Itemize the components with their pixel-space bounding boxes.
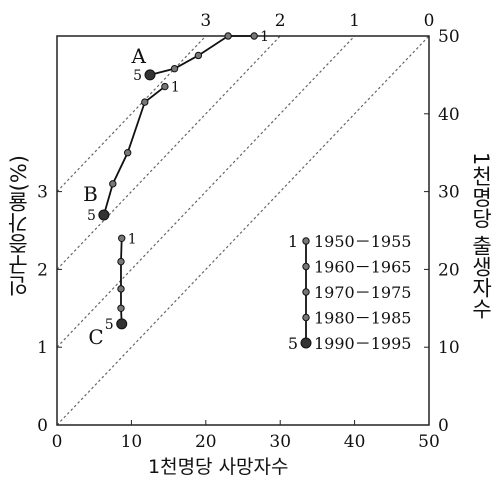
- data-point: [141, 98, 149, 106]
- legend-marker: [300, 337, 312, 349]
- data-point: [144, 69, 156, 81]
- y-right-tick-label: 40: [438, 105, 460, 125]
- data-point: [117, 257, 125, 266]
- x-tick-label: 50: [418, 432, 440, 452]
- legend-marker: [302, 313, 310, 322]
- series-A: 1 5A: [131, 29, 270, 84]
- point-label: 5: [133, 68, 142, 84]
- y-right-tick-label: 20: [438, 260, 460, 280]
- data-point: [123, 149, 132, 157]
- point-label: 1: [128, 231, 137, 247]
- y-left-tick-label: 3: [37, 183, 48, 203]
- point-label: 5: [87, 208, 96, 224]
- legend-marker: [302, 288, 310, 296]
- top-tick-label: 2: [275, 11, 286, 31]
- series-name: B: [83, 182, 98, 206]
- series-C: 1 5C: [88, 231, 136, 349]
- top-tick-label: 0: [424, 11, 435, 31]
- y-right-tick-label: 10: [438, 338, 460, 358]
- legend-marker: [302, 262, 310, 271]
- data-point: [250, 32, 258, 40]
- data-point: [98, 209, 110, 221]
- legend-period: 1970－1975: [314, 283, 411, 302]
- left-axis-label: 인구증가율(%): [7, 155, 31, 297]
- diagonal-growth-lines: [57, 36, 429, 425]
- legend: 1 1950－1955 1960－1965 1970－1975 1980－1985 5 19…: [288, 232, 412, 353]
- x-tick-label: 40: [344, 432, 366, 452]
- series-name: C: [88, 325, 103, 349]
- y-right-tick-label: 0: [438, 416, 449, 436]
- data-point: [161, 82, 169, 91]
- y-left-tick-label: 1: [37, 338, 48, 358]
- data-point: [194, 51, 203, 60]
- y-right-tick-label: 50: [438, 27, 460, 47]
- y-left-tick-label: 2: [37, 260, 48, 280]
- data-point: [170, 64, 179, 73]
- point-label: 1: [260, 29, 269, 45]
- legend-period: 1960－1965: [314, 258, 411, 277]
- x-axis-label: 1천명당 사망자수: [148, 456, 289, 478]
- series-B: 1 5 B: [83, 80, 180, 224]
- legend-period: 1950－1955: [314, 232, 411, 251]
- legend-marker: [302, 237, 310, 245]
- y-right-tick-label: 30: [438, 183, 460, 203]
- point-label: 1: [171, 80, 180, 96]
- diagonal-line: [57, 36, 356, 348]
- legend-number: 5: [288, 334, 298, 353]
- point-label: 5: [105, 317, 114, 333]
- data-point: [224, 32, 232, 40]
- x-tick-label: 20: [195, 432, 217, 452]
- diagonal-line: [57, 36, 207, 193]
- top-tick-label: 3: [200, 11, 211, 31]
- series-line: [149, 35, 255, 76]
- data-point: [117, 285, 125, 293]
- top-tick-label: 1: [349, 11, 360, 31]
- data-point: [116, 318, 128, 330]
- legend-number: 1: [288, 232, 298, 251]
- diagonal-line: [57, 36, 281, 270]
- x-tick-label: 30: [269, 432, 291, 452]
- data-point: [118, 234, 126, 242]
- series-line: [103, 85, 166, 216]
- y-left-tick-label: 0: [37, 416, 48, 436]
- legend-period: 1990－1995: [314, 334, 411, 353]
- right-axis-label: 1천명당 출생자수: [469, 152, 493, 320]
- data-point: [117, 304, 125, 312]
- diagonal-line: [57, 36, 429, 425]
- x-tick-label: 0: [52, 432, 63, 452]
- series-name: A: [131, 44, 147, 68]
- x-tick-label: 10: [121, 432, 143, 452]
- legend-period: 1980－1985: [314, 309, 411, 328]
- data-point: [109, 180, 117, 188]
